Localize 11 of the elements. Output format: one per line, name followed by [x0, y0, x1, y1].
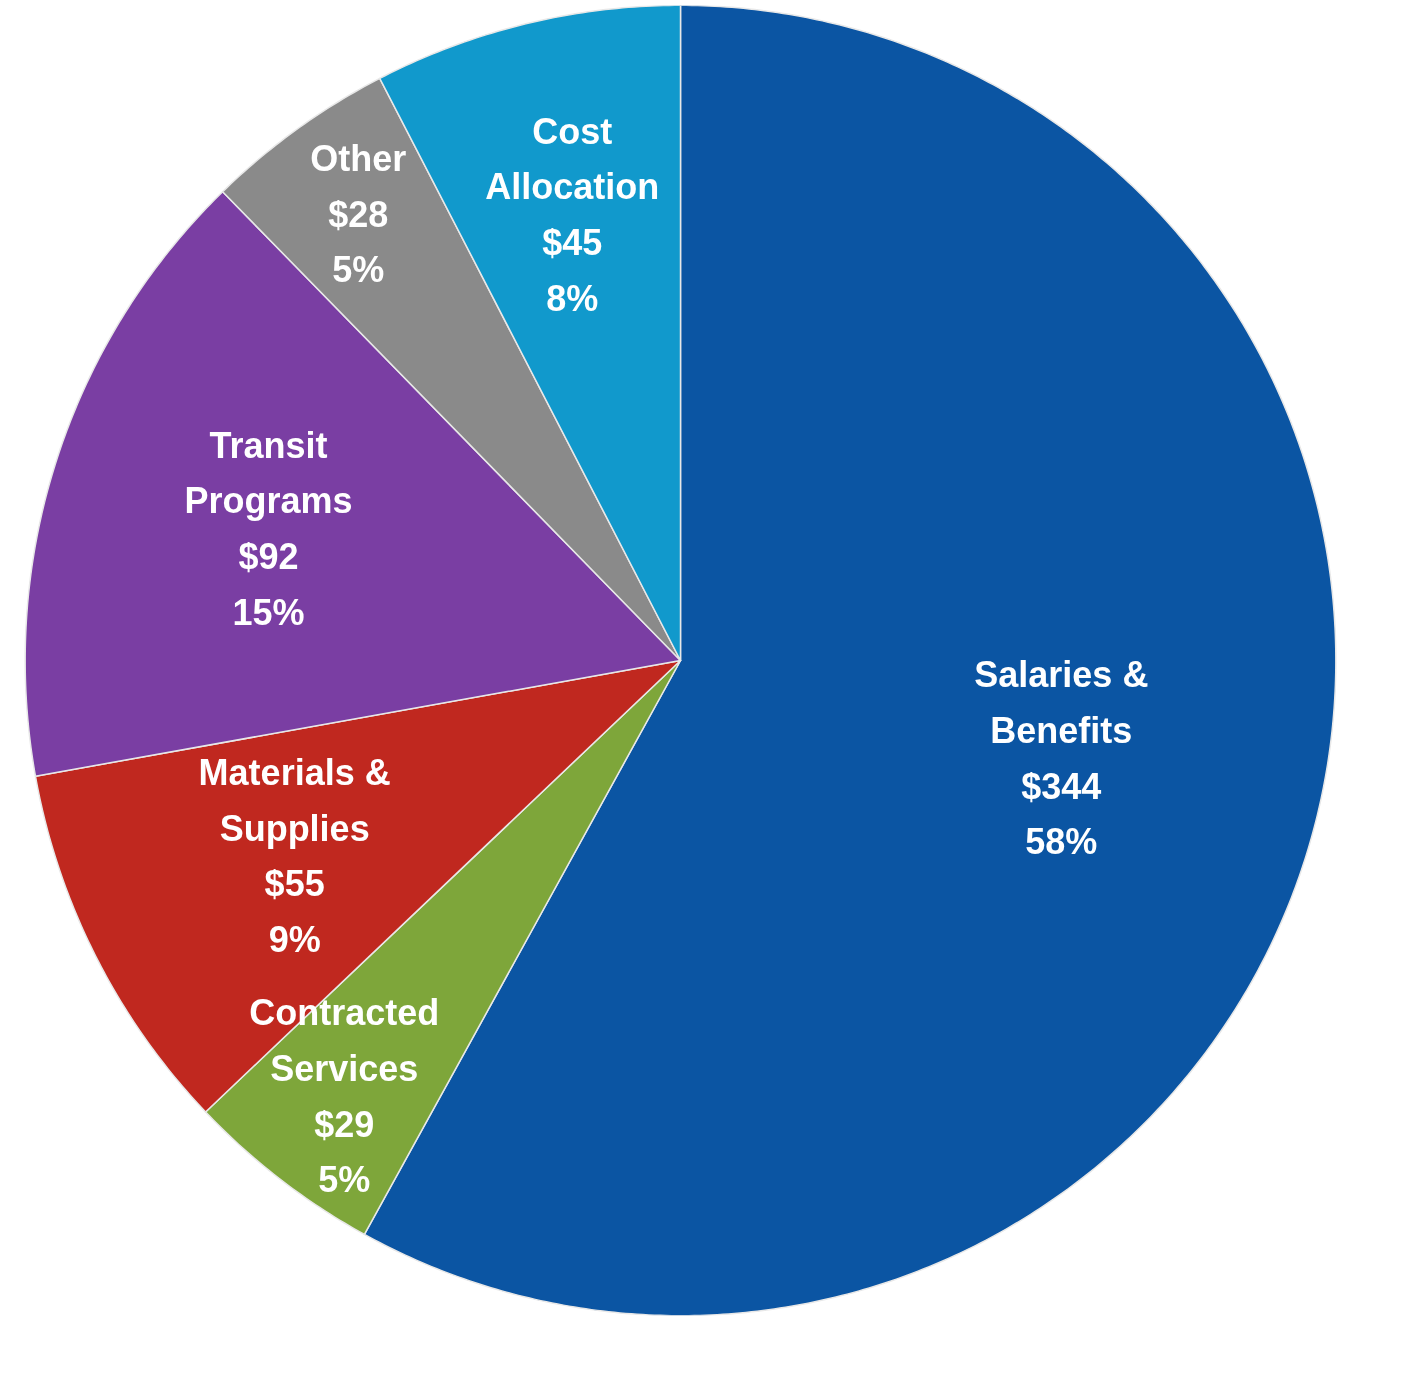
data-label: $92 15%	[232, 535, 305, 633]
data-label: $29 5%	[314, 1103, 375, 1201]
slice-label: Salaries & Benefits	[974, 654, 1149, 752]
data-label: $45 8%	[542, 222, 603, 319]
slice-label: Cost Allocation	[485, 110, 660, 208]
data-label: $28 5%	[328, 193, 389, 291]
slice-label: Materials & Supplies	[198, 751, 391, 849]
data-label: $55 9%	[264, 863, 325, 960]
slice-label: Transit Programs	[184, 424, 353, 522]
slice-label: Other	[310, 138, 407, 180]
data-label: $344 58%	[1021, 765, 1102, 863]
